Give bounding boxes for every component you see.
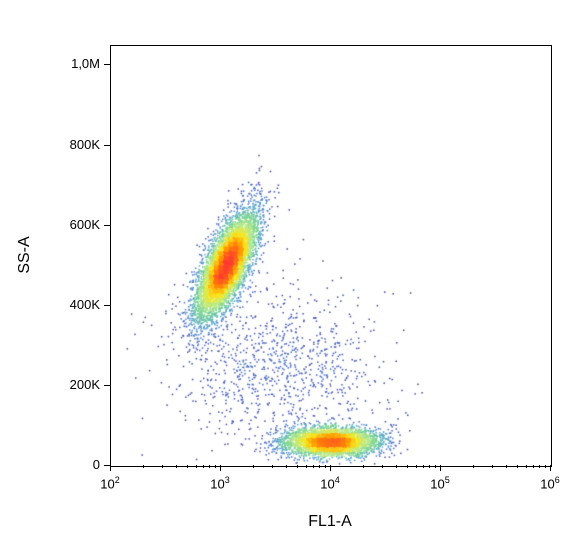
x-minor-tick	[209, 465, 210, 468]
y-tick-label: 600K	[70, 217, 100, 232]
x-minor-tick	[162, 465, 163, 468]
x-minor-tick	[253, 465, 254, 468]
y-tick-label: 0	[93, 457, 100, 472]
x-minor-tick	[492, 465, 493, 468]
x-axis-label: FL1-A	[308, 513, 352, 531]
plot-area	[110, 45, 552, 467]
x-minor-tick	[272, 465, 273, 468]
x-minor-tick	[313, 465, 314, 468]
x-minor-tick	[526, 465, 527, 468]
x-minor-tick	[187, 465, 188, 468]
x-tick-mark	[330, 465, 331, 471]
density-scatter-canvas	[111, 46, 551, 466]
x-tick-label: 106	[540, 475, 559, 491]
chart-container: SS-A FL1-A 0 200K 400K 600K 800K 1,0M 102 103 10…	[0, 0, 585, 554]
x-tick-label: 103	[210, 475, 229, 491]
x-minor-tick	[203, 465, 204, 468]
y-tick-mark	[104, 225, 110, 226]
x-tick-label: 102	[100, 475, 119, 491]
y-tick-mark	[104, 385, 110, 386]
x-tick-mark	[110, 465, 111, 471]
x-minor-tick	[473, 465, 474, 468]
x-minor-tick	[423, 465, 424, 468]
x-minor-tick	[363, 465, 364, 468]
x-minor-tick	[325, 465, 326, 468]
x-minor-tick	[382, 465, 383, 468]
x-tick-mark	[440, 465, 441, 471]
x-minor-tick	[416, 465, 417, 468]
y-tick-label: 200K	[70, 377, 100, 392]
x-minor-tick	[506, 465, 507, 468]
x-minor-tick	[539, 465, 540, 468]
x-minor-tick	[143, 465, 144, 468]
x-tick-label: 104	[320, 475, 339, 491]
x-minor-tick	[533, 465, 534, 468]
x-minor-tick	[319, 465, 320, 468]
x-minor-tick	[517, 465, 518, 468]
x-minor-tick	[286, 465, 287, 468]
y-tick-mark	[104, 305, 110, 306]
x-minor-tick	[297, 465, 298, 468]
x-minor-tick	[215, 465, 216, 468]
x-tick-mark	[550, 465, 551, 471]
y-tick-label: 800K	[70, 137, 100, 152]
y-tick-label: 1,0M	[71, 56, 100, 71]
x-minor-tick	[196, 465, 197, 468]
x-minor-tick	[435, 465, 436, 468]
x-minor-tick	[176, 465, 177, 468]
x-minor-tick	[396, 465, 397, 468]
x-minor-tick	[429, 465, 430, 468]
x-minor-tick	[545, 465, 546, 468]
x-minor-tick	[407, 465, 408, 468]
y-axis-label: SS-A	[16, 236, 34, 273]
y-tick-mark	[104, 145, 110, 146]
x-minor-tick	[306, 465, 307, 468]
y-tick-label: 400K	[70, 297, 100, 312]
y-tick-mark	[104, 64, 110, 65]
x-tick-mark	[220, 465, 221, 471]
x-tick-label: 105	[430, 475, 449, 491]
